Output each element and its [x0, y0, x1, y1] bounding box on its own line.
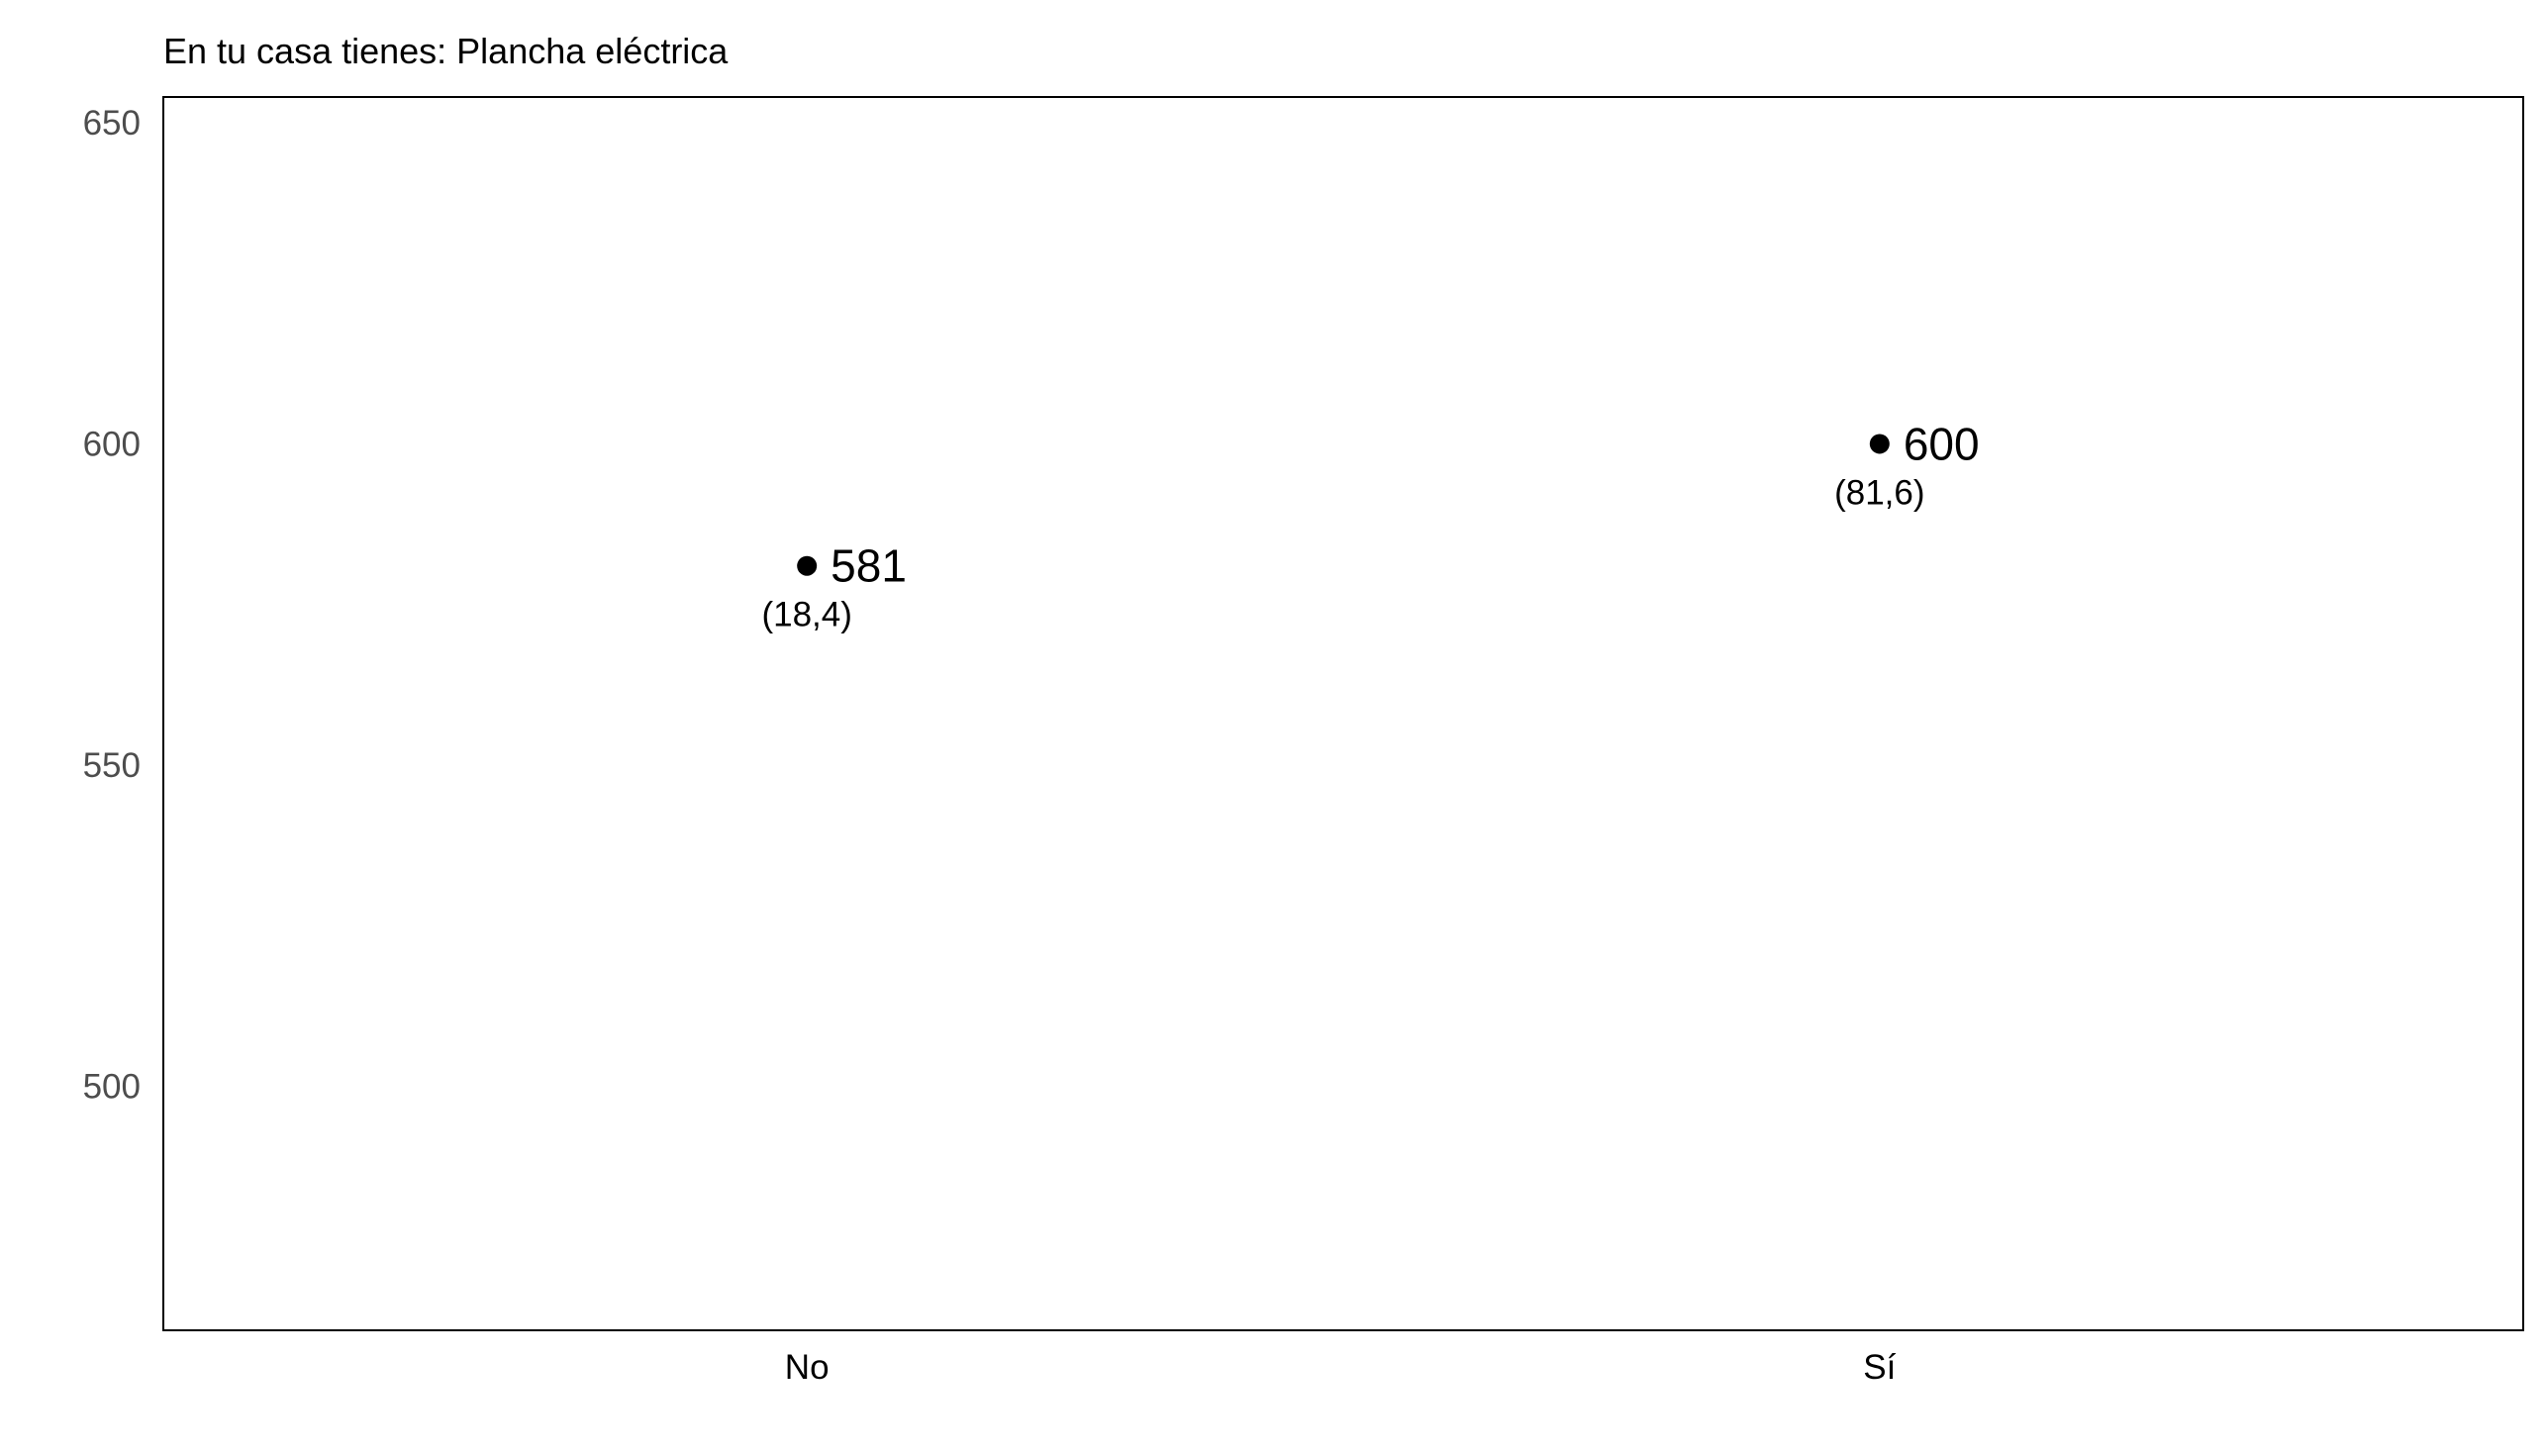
chart-title: En tu casa tienes: Plancha eléctrica: [163, 31, 729, 71]
percent-label: (81,6): [1834, 473, 1924, 512]
y-tick-label: 650: [83, 104, 141, 143]
data-point: [1869, 434, 1890, 454]
y-tick-label: 500: [83, 1067, 141, 1106]
percent-label: (18,4): [761, 596, 851, 634]
data-marks: 581 (18,4) 600 (81,6): [761, 418, 1979, 633]
y-tick-label: 600: [83, 425, 141, 463]
value-label: 600: [1904, 418, 1980, 469]
data-point: [797, 555, 818, 576]
x-tick-label: Sí: [1863, 1348, 1896, 1387]
value-label: 581: [831, 540, 907, 592]
y-axis: 500 550 600 650: [83, 104, 141, 1106]
x-axis: No Sí: [785, 1348, 1897, 1387]
y-tick-label: 550: [83, 746, 141, 785]
x-tick-label: No: [785, 1348, 830, 1387]
plot-frame: [162, 96, 2524, 1331]
